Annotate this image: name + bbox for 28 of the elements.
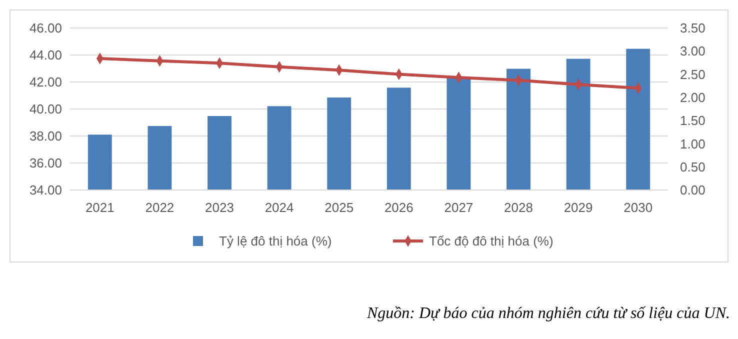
y2-tick-label: 2.00 (680, 90, 706, 105)
y2-tick-label: 0.50 (680, 159, 706, 174)
x-tick-label: 2021 (85, 200, 114, 215)
y-tick-label: 44.00 (29, 48, 62, 63)
y-tick-label: 40.00 (29, 102, 62, 117)
x-tick-label: 2030 (624, 200, 653, 215)
y-tick-label: 46.00 (29, 20, 62, 36)
text: Nguồn: Dự báo của nhóm nghiên cứu từ số liệu của UN. (366, 305, 730, 322)
x-tick-label: 2029 (564, 200, 593, 215)
legend-label: Tốc độ đô thị hóa (%) (429, 234, 554, 249)
x-tick-label: 2023 (205, 200, 234, 215)
y2-tick-label: 0.00 (680, 182, 706, 198)
y2-tick-label: 2.50 (680, 66, 706, 82)
y2-tick-label: 3.00 (680, 44, 706, 59)
y2-tick-label: 1.50 (680, 113, 706, 128)
x-tick-label: 2025 (324, 200, 354, 215)
x-tick-label: 2028 (504, 200, 533, 215)
y-tick-label: 36.00 (29, 156, 62, 171)
y-tick-label: 42.00 (29, 74, 62, 90)
x-tick-label: 2027 (444, 200, 474, 215)
y2-tick-label: 1.00 (680, 136, 706, 152)
y-tick-label: 34.00 (29, 182, 62, 198)
x-tick-label: 2024 (264, 200, 294, 215)
legend-label: Tỷ lệ đô thị hóa (%) (219, 234, 332, 249)
x-tick-label: 2026 (384, 200, 414, 215)
y2-tick-label: 3.50 (680, 20, 706, 36)
x-tick-label: 2022 (145, 200, 174, 215)
y-tick-label: 38.00 (29, 128, 62, 144)
